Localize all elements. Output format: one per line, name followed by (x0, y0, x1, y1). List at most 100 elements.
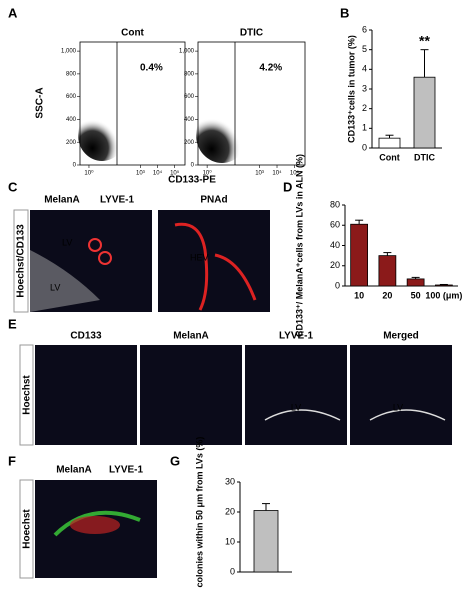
y-tick-label: 60 (330, 220, 340, 230)
y-tick-label: 20 (225, 506, 235, 516)
side-box (19, 479, 34, 579)
side-label: Hoechst (22, 509, 33, 549)
x-tick-label: 10⁵ (290, 170, 300, 177)
y-tick-label: 600 (184, 94, 195, 100)
region-label: LV (291, 402, 301, 412)
plot-title: DTIC (240, 28, 263, 39)
y-tick-label: 1,000 (61, 49, 77, 55)
stain-label: LYVE-1 (100, 195, 135, 206)
y-tick-label: 0 (335, 280, 340, 290)
plot-frame (197, 41, 306, 166)
panel-label: E (8, 316, 17, 331)
x-tick-label: 10 (354, 290, 364, 300)
y-tick-label: 10 (225, 536, 235, 546)
bar (406, 278, 425, 287)
y-tick-label: 20 (330, 260, 340, 270)
y-tick-label: 5 (362, 44, 367, 54)
gate-label: 4.2% (259, 63, 282, 74)
bar (378, 255, 397, 287)
y-tick-label: 1 (362, 123, 367, 133)
x-tick-label: 50 (411, 290, 421, 300)
stain-label: CD133 (70, 331, 102, 342)
x-tick-label: 100 (μm) (425, 290, 462, 300)
micrograph (140, 345, 242, 445)
event-cloud (196, 107, 248, 163)
stain-label: Merged (383, 331, 419, 342)
micrograph (245, 345, 347, 445)
region-label: HEV (190, 252, 209, 262)
y-axis-label: Tumor colonies within 50 μm from LVs (%) (194, 437, 204, 589)
y-tick-label: 200 (66, 140, 77, 146)
panel-label: A (8, 5, 18, 20)
y-tick-label: 6 (362, 24, 367, 34)
plot-frame (79, 41, 186, 166)
panel-label: C (8, 179, 18, 194)
annotation: ** (419, 32, 430, 48)
region-label: LV (50, 282, 60, 292)
tumor (70, 516, 120, 534)
x-tick-label: 10⁰ (84, 170, 94, 177)
region-label: LV (62, 237, 72, 247)
y-tick-label: 200 (184, 140, 195, 146)
micrograph (35, 345, 137, 445)
stain-label: MelanA (44, 195, 80, 206)
stain-label: MelanA (56, 465, 92, 476)
side-label: Hoechst/CD133 (16, 224, 27, 298)
gate-label: 0.4% (140, 63, 163, 74)
plot-title: Cont (121, 28, 144, 39)
bar (350, 223, 368, 287)
panel-label: B (340, 5, 349, 20)
y-tick-label: 40 (330, 240, 340, 250)
bar (378, 137, 401, 149)
y-tick-label: 800 (184, 71, 195, 77)
vessel (264, 409, 341, 421)
y-tick-label: 1,000 (179, 49, 195, 55)
bar (253, 510, 279, 573)
y-tick-label: 3 (362, 83, 367, 93)
stain-label: LYVE-1 (109, 465, 144, 476)
x-tick-label: 10³ (255, 171, 264, 177)
x-tick-label: DTIC (414, 152, 435, 162)
y-axis-label: CD133⁺cells in tumor (%) (346, 35, 356, 143)
vessel (174, 222, 257, 311)
vessel (53, 510, 141, 537)
event-cloud (78, 109, 126, 161)
y-tick-label: 0 (191, 163, 195, 169)
stain-label: MelanA (173, 331, 209, 342)
x-axis-label: CD133-PE (168, 175, 216, 186)
micrograph (350, 345, 452, 445)
y-tick-label: 80 (330, 199, 340, 209)
x-tick-label: 20 (382, 290, 392, 300)
stain-label: PNAd (200, 195, 227, 206)
cell (88, 238, 102, 252)
panel-label: G (170, 453, 180, 468)
x-tick-label: 10⁴ (272, 170, 282, 177)
y-tick-label: 600 (66, 94, 77, 100)
y-tick-label: 0 (73, 163, 77, 169)
panel-label: F (8, 453, 16, 468)
y-tick-label: 0 (362, 142, 367, 152)
x-tick-label: 10⁴ (153, 170, 163, 177)
y-tick-label: 30 (225, 476, 235, 486)
stain-label: LYVE-1 (279, 331, 314, 342)
side-box (13, 209, 29, 313)
y-tick-label: 4 (362, 64, 367, 74)
vessel (30, 250, 100, 312)
x-tick-label: 10⁵ (170, 170, 180, 177)
x-tick-label: Cont (379, 152, 400, 162)
bar (434, 284, 453, 287)
y-axis-label: SSC-A (35, 87, 46, 118)
vessel (369, 409, 446, 421)
y-axis-label: CD133⁺/ MelanA⁺cells from LVs in ALN (%) (294, 154, 304, 337)
micrograph (158, 210, 270, 312)
panel-label: D (283, 179, 292, 194)
y-tick-label: 800 (66, 71, 77, 77)
side-box (19, 344, 34, 446)
bar (413, 76, 436, 149)
y-tick-label: 400 (66, 117, 77, 123)
x-tick-label: 10³ (136, 171, 145, 177)
y-tick-label: 2 (362, 103, 367, 113)
cell (98, 251, 112, 265)
y-tick-label: 400 (184, 117, 195, 123)
